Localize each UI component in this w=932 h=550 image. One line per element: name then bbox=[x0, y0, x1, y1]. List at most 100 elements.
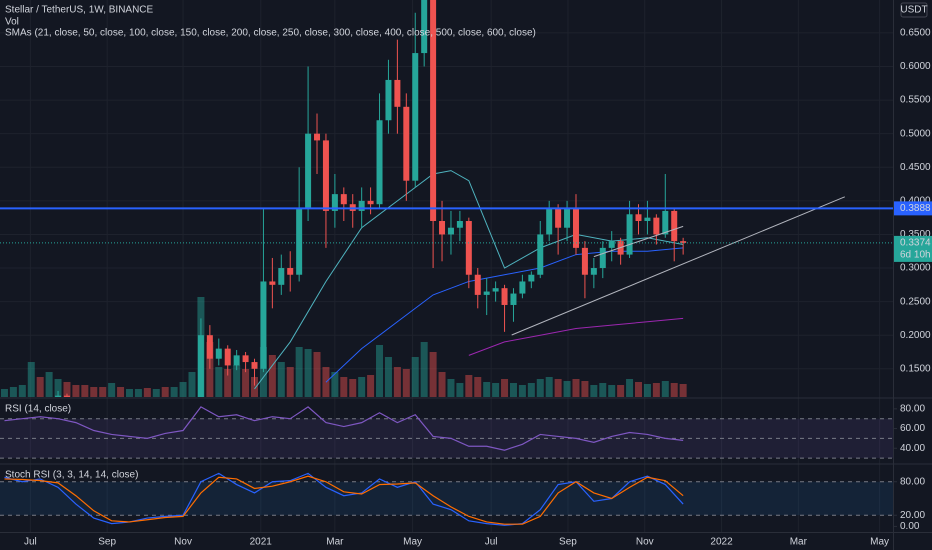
rsi-pane bbox=[0, 406, 893, 459]
candle-body bbox=[519, 281, 526, 294]
volume-bar bbox=[143, 388, 151, 397]
volume-bar bbox=[545, 377, 553, 397]
candle-body bbox=[314, 133, 321, 141]
x-tick-label: Jul bbox=[485, 537, 498, 548]
price-pane bbox=[0, 0, 893, 397]
candle-body bbox=[528, 274, 535, 282]
candle-body bbox=[322, 140, 329, 211]
y-tick-label: 0.00 bbox=[900, 521, 920, 532]
candle-body bbox=[331, 194, 338, 211]
candle-body bbox=[510, 293, 517, 305]
candle-body bbox=[635, 214, 642, 222]
volume-bar bbox=[36, 377, 44, 397]
volume-bar bbox=[90, 387, 98, 397]
candle-body bbox=[206, 335, 213, 359]
volume-bar bbox=[108, 383, 116, 397]
volume-bar bbox=[384, 357, 392, 397]
chart-title: Stellar / TetherUS, 1W, BINANCE bbox=[5, 5, 154, 16]
candle-body bbox=[546, 207, 553, 235]
candle-body bbox=[367, 200, 374, 205]
y-tick-label: 0.2500 bbox=[900, 296, 931, 307]
candle-body bbox=[385, 79, 392, 121]
volume-bar bbox=[518, 385, 526, 397]
volume-bar bbox=[206, 342, 214, 397]
candle-body bbox=[269, 281, 276, 285]
last-price-label: 0.3374 bbox=[900, 238, 931, 249]
x-tick-label: 2022 bbox=[710, 537, 733, 548]
trend-line bbox=[511, 196, 845, 336]
x-tick-label: Jul bbox=[24, 537, 37, 548]
candle-body bbox=[233, 355, 240, 366]
volume-bar bbox=[554, 379, 562, 397]
candle-body bbox=[590, 268, 597, 275]
volume-bar bbox=[483, 382, 491, 397]
candle-body bbox=[581, 247, 588, 275]
volume-bar bbox=[536, 379, 544, 397]
candle-body bbox=[260, 281, 267, 369]
candle-body bbox=[555, 207, 562, 228]
currency-label: USDT bbox=[900, 5, 927, 16]
volume-bar bbox=[527, 383, 535, 397]
candle-body bbox=[412, 53, 419, 181]
volume-bar bbox=[652, 383, 660, 397]
trend-line bbox=[593, 225, 684, 258]
y-tick-label: 60.00 bbox=[900, 423, 925, 434]
y-tick-label: 40.00 bbox=[900, 443, 925, 454]
x-tick-label: May bbox=[403, 537, 422, 548]
volume-bar bbox=[393, 367, 401, 397]
x-tick-label: Sep bbox=[559, 537, 577, 548]
volume-bar bbox=[117, 387, 125, 397]
volume-bar bbox=[456, 383, 464, 397]
label-layer: Jul Sep Nov 2021 Mar May Jul Sep Nov 2022 Mar May 0.… bbox=[5, 2, 932, 548]
volume-bar bbox=[18, 385, 26, 397]
y-tick-label: 80.00 bbox=[900, 403, 925, 414]
candle-body bbox=[653, 217, 660, 235]
volume-bar bbox=[447, 379, 455, 397]
candle-body bbox=[242, 355, 249, 363]
volume-bar bbox=[670, 383, 678, 397]
candle-body bbox=[394, 79, 401, 107]
y-tick-label: 0.6500 bbox=[900, 28, 931, 39]
candle-body bbox=[197, 335, 204, 397]
candle-body bbox=[680, 241, 687, 243]
volume-bar bbox=[295, 347, 303, 397]
volume-bar bbox=[509, 383, 517, 397]
x-tick-label: Nov bbox=[636, 537, 654, 548]
volume-bar bbox=[643, 384, 651, 397]
volume-bar bbox=[340, 377, 348, 397]
volume-bar bbox=[188, 372, 196, 397]
candle-body bbox=[564, 207, 571, 228]
countdown-label: 6d 10h bbox=[900, 250, 931, 261]
x-tick-label: Sep bbox=[98, 537, 116, 548]
candle-body bbox=[572, 207, 579, 248]
volume-bar bbox=[331, 372, 339, 397]
volume-bar bbox=[474, 377, 482, 397]
volume-bar bbox=[242, 369, 250, 397]
price-label: 0.3888 bbox=[900, 203, 931, 214]
candle-body bbox=[55, 395, 62, 397]
volume-bar bbox=[45, 372, 53, 397]
candle-body bbox=[439, 221, 446, 235]
volume-bar bbox=[429, 352, 437, 397]
volume-bar bbox=[420, 342, 428, 397]
volume-label: Vol bbox=[5, 17, 19, 28]
y-tick-label: 0.3000 bbox=[900, 263, 931, 274]
volume-bar bbox=[376, 345, 384, 397]
candle-body bbox=[537, 234, 544, 275]
x-tick-label: May bbox=[870, 537, 889, 548]
candle-body bbox=[626, 214, 633, 255]
candle-body bbox=[296, 207, 303, 275]
sma-label: SMAs (21, close, 50, close, 100, close, … bbox=[5, 28, 536, 39]
indicator-line bbox=[4, 406, 684, 451]
volume-bar bbox=[27, 362, 35, 397]
y-tick-label: 0.4500 bbox=[900, 162, 931, 173]
volume-bar bbox=[134, 389, 142, 397]
volume-bar bbox=[286, 367, 294, 397]
candle-body bbox=[430, 0, 437, 222]
volume-bar bbox=[72, 385, 80, 397]
volume-bar bbox=[224, 369, 232, 397]
volume-bar bbox=[581, 381, 589, 397]
volume-bar bbox=[313, 352, 321, 397]
volume-bar bbox=[661, 381, 669, 397]
